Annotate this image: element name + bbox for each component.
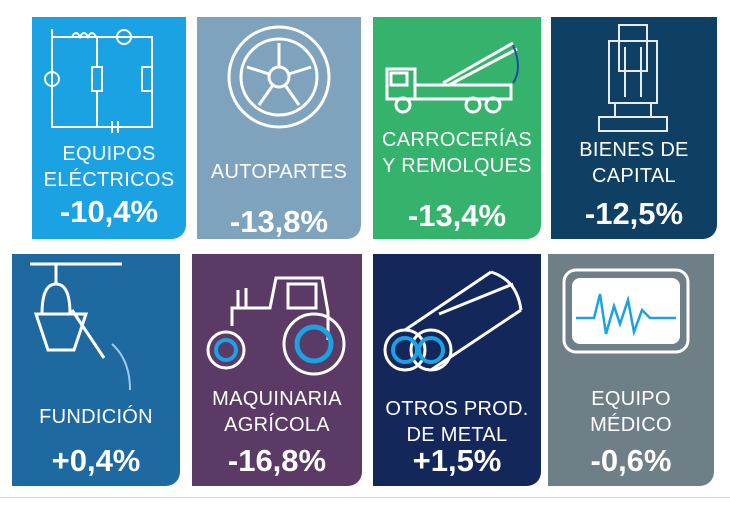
tire-icon [227, 25, 331, 129]
tile-value: +0,4% [51, 443, 141, 478]
industrial-press-icon [598, 24, 668, 132]
heart-monitor-icon [562, 268, 690, 354]
tile-value: -13,4% [407, 198, 507, 233]
tile-label: CARROCERÍAS Y REMOLQUES [382, 129, 532, 177]
tile-bienes-de-capital: BIENES DE CAPITAL -12,5% [551, 17, 717, 239]
tile-label: EQUIPOS ELÉCTRICOS [43, 143, 175, 191]
tile-value: -0,6% [590, 443, 672, 478]
divider [0, 497, 730, 498]
tile-fundicion: FUNDICIÓN +0,4% [12, 254, 180, 486]
metal-pipes-icon [383, 270, 523, 372]
tile-value: -10,4% [59, 194, 159, 229]
tile-value: +1,5% [412, 443, 502, 478]
tile-autopartes: AUTOPARTES -13,8% [197, 17, 361, 239]
tile-value: -12,5% [584, 196, 684, 231]
foundry-ladle-icon [30, 262, 131, 391]
circuit-icon [44, 29, 153, 133]
tile-maquinaria-agricola: MAQUINARIA AGRÍCOLA -16,8% [192, 254, 362, 486]
tile-label: FUNDICIÓN [39, 406, 153, 428]
tow-truck-icon [385, 41, 519, 114]
tile-label: MAQUINARIA AGRÍCOLA [212, 388, 342, 436]
tile-label: BIENES DE CAPITAL [579, 139, 689, 187]
tractor-icon [206, 276, 346, 376]
tile-label: OTROS PROD. DE METAL [385, 398, 529, 446]
tile-value: -13,8% [229, 204, 329, 239]
tile-otros-prod-de-metal: OTROS PROD. DE METAL +1,5% [373, 254, 541, 486]
tile-carrocerias-remolques: CARROCERÍAS Y REMOLQUES -13,4% [373, 17, 541, 239]
tile-equipo-medico: EQUIPO MÉDICO -0,6% [548, 254, 714, 486]
tile-equipos-electricos: EQUIPOS ELÉCTRICOS -10,4% [32, 17, 186, 239]
tile-label: EQUIPO MÉDICO [590, 388, 672, 436]
tile-label: AUTOPARTES [210, 161, 348, 183]
tile-value: -16,8% [227, 443, 327, 478]
